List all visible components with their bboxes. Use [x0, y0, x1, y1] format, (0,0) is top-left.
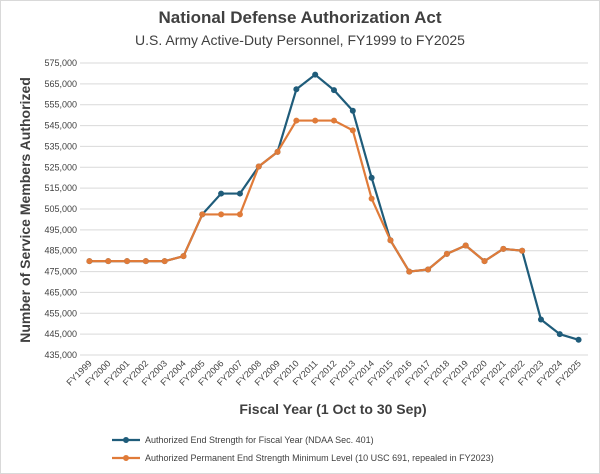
- y-tick-label: 475,000: [44, 267, 77, 277]
- x-tick-labels: FY1999FY2000FY2001FY2002FY2003FY2004FY20…: [64, 358, 583, 387]
- data-point-series-2: [443, 250, 450, 257]
- data-point-series-1: [575, 336, 582, 343]
- legend-swatch-marker: [123, 437, 129, 443]
- data-point-series-2: [293, 117, 300, 124]
- y-tick-label: 445,000: [44, 329, 77, 339]
- data-point-series-1: [312, 71, 319, 78]
- data-point-series-2: [161, 258, 168, 265]
- y-tick-label: 495,000: [44, 225, 77, 235]
- data-point-series-1: [236, 190, 243, 197]
- y-tick-label: 575,000: [44, 58, 77, 68]
- series-lines: [89, 73, 579, 341]
- data-point-series-1: [556, 331, 563, 338]
- data-point-series-2: [462, 242, 469, 249]
- data-point-series-2: [124, 258, 131, 265]
- data-point-series-2: [406, 268, 413, 275]
- data-point-series-2: [199, 211, 206, 218]
- y-axis-label: Number of Service Members Authorized: [17, 77, 33, 343]
- chart-subtitle: U.S. Army Active-Duty Personnel, FY1999 …: [135, 32, 465, 48]
- data-point-series-1: [349, 107, 356, 114]
- data-point-series-2: [274, 148, 281, 155]
- data-point-series-1: [218, 190, 225, 197]
- data-point-series-1: [293, 86, 300, 93]
- data-point-series-1: [331, 87, 337, 94]
- y-tick-label: 485,000: [44, 246, 77, 256]
- series-points: [86, 71, 582, 343]
- y-tick-label: 535,000: [44, 141, 77, 151]
- y-tick-label: 465,000: [44, 287, 77, 297]
- series-line-2: [89, 119, 523, 273]
- data-point-series-2: [519, 247, 526, 254]
- y-tick-label: 525,000: [44, 162, 77, 172]
- y-tick-label: 555,000: [44, 100, 77, 110]
- data-point-series-2: [425, 266, 432, 273]
- data-point-series-2: [481, 258, 488, 265]
- data-point-series-2: [331, 117, 337, 124]
- data-point-series-2: [255, 163, 262, 170]
- data-point-series-2: [387, 237, 394, 244]
- data-point-series-1: [537, 316, 544, 323]
- data-point-series-2: [105, 258, 112, 265]
- data-point-series-2: [236, 211, 243, 218]
- y-tick-label: 565,000: [44, 79, 77, 89]
- legend-entry-1: Authorized End Strength for Fiscal Year …: [145, 435, 374, 445]
- y-tick-labels: 435,000 445,000 455,000 465,000 475,000 485,0…: [44, 58, 77, 360]
- data-point-series-2: [368, 195, 375, 202]
- x-axis-label: Fiscal Year (1 Oct to 30 Sep): [239, 401, 426, 417]
- data-point-series-2: [218, 211, 225, 218]
- chart-title: National Defense Authorization Act: [158, 8, 442, 27]
- gridlines: [80, 62, 588, 356]
- y-tick-label: 435,000: [44, 350, 77, 360]
- y-tick-label: 545,000: [44, 121, 77, 131]
- y-tick-label: 515,000: [44, 183, 77, 193]
- legend-swatch-marker: [123, 455, 129, 461]
- legend: Authorized End Strength for Fiscal Year …: [112, 435, 494, 463]
- y-tick-label: 455,000: [44, 308, 77, 318]
- y-tick-label: 505,000: [44, 204, 77, 214]
- data-point-series-1: [368, 174, 375, 181]
- legend-entry-2: Authorized Permanent End Strength Minimu…: [145, 453, 494, 463]
- data-point-series-2: [142, 258, 149, 265]
- data-point-series-2: [349, 127, 356, 134]
- series-line-1: [89, 73, 579, 341]
- data-point-series-2: [312, 117, 319, 124]
- data-point-series-2: [180, 253, 187, 260]
- data-point-series-2: [500, 245, 507, 252]
- data-point-series-2: [86, 258, 93, 265]
